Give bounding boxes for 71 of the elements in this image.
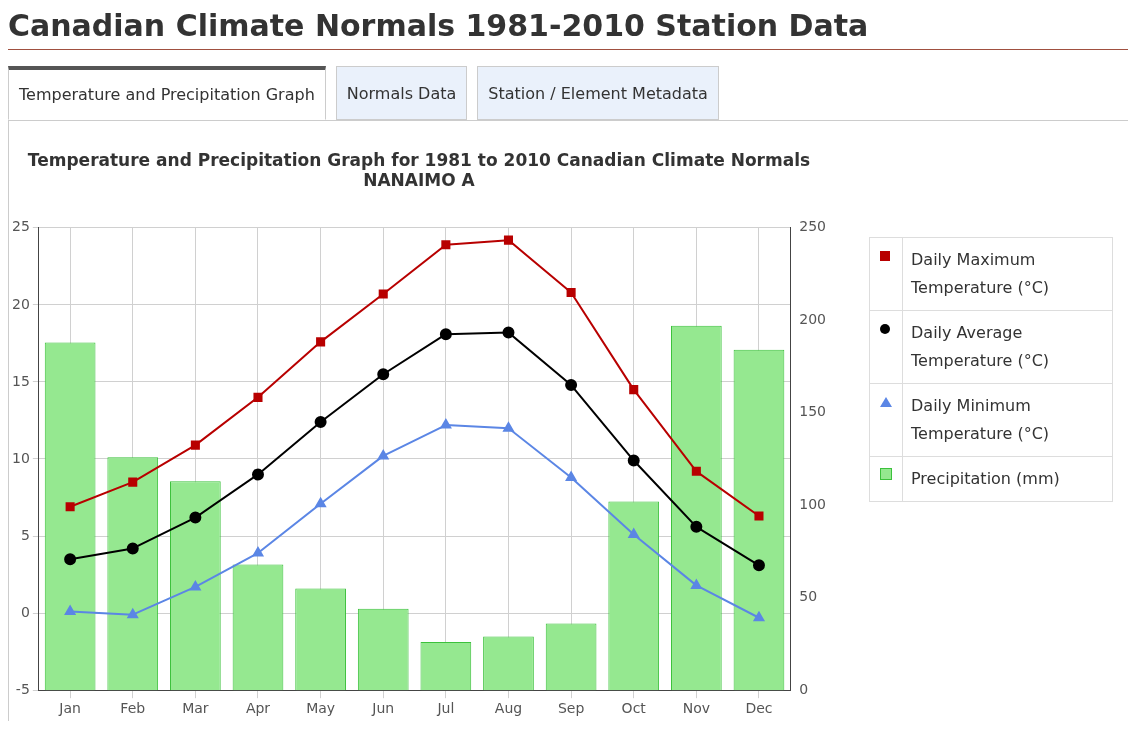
point: [314, 416, 327, 429]
point: [127, 608, 139, 619]
point: [627, 454, 640, 467]
point: [629, 385, 639, 395]
legend-label: Precipitation (mm): [910, 468, 1061, 490]
x-tick-label: Jun: [371, 700, 395, 717]
point: [753, 611, 765, 622]
point: [65, 502, 75, 512]
x-tick-label: Feb: [120, 700, 146, 717]
point: [315, 497, 326, 508]
point: [251, 468, 264, 481]
x-tick-label: Dec: [745, 700, 773, 717]
y-tick-label: 15: [11, 372, 30, 389]
chart-subtitle: NANAIMO A: [363, 170, 476, 191]
x-tick-label: Jul: [436, 700, 455, 717]
y-tick-label: 0: [20, 603, 30, 620]
point: [503, 235, 514, 245]
point: [189, 511, 202, 524]
legend-label: Daily Minimum Temperature (°C): [910, 395, 1051, 445]
point: [190, 580, 201, 591]
x-tick-label: Mar: [182, 700, 209, 717]
point: [502, 326, 515, 339]
point: [126, 542, 139, 555]
point: [628, 528, 640, 539]
point: [316, 337, 326, 347]
x-tick-label: Apr: [245, 700, 271, 717]
point: [752, 559, 765, 572]
point: [64, 605, 76, 616]
point: [128, 477, 138, 487]
point: [252, 547, 264, 557]
point: [565, 379, 578, 392]
text: Station / Element Metadata: [477, 66, 719, 120]
legend-label: Daily Maximum Temperature (°C): [910, 249, 1051, 299]
point: [691, 466, 701, 476]
legend-label: Daily Average Temperature (°C): [910, 322, 1051, 372]
point: [377, 368, 390, 381]
point: [503, 422, 514, 432]
point: [566, 288, 576, 298]
y2-tick-label: 0: [799, 680, 809, 697]
point: [754, 511, 764, 521]
y-tick-label: 20: [11, 295, 30, 312]
point: [690, 520, 703, 533]
text: Temperature and Precipitation Graph: [8, 66, 326, 120]
y-tick-label: 25: [11, 218, 30, 235]
point: [439, 328, 452, 341]
x-tick-label: Sep: [557, 700, 585, 717]
y2-tick-label: 200: [799, 310, 827, 327]
point: [253, 392, 263, 402]
point: [64, 553, 77, 566]
y2-tick-label: 250: [799, 218, 827, 235]
point: [377, 449, 389, 460]
y-tick-label: -5: [15, 680, 30, 697]
y-tick-label: 5: [20, 526, 30, 543]
point: [440, 419, 452, 429]
y2-tick-label: 100: [799, 495, 827, 512]
x-tick-label: Oct: [621, 700, 647, 717]
x-tick-label: Aug: [494, 700, 523, 717]
text: Normals Data: [335, 66, 468, 120]
y-tick-label: 10: [11, 449, 30, 466]
point: [565, 471, 577, 481]
point: [691, 579, 702, 589]
x-tick-label: Nov: [682, 700, 711, 717]
y2-tick-label: 150: [799, 403, 827, 420]
point: [190, 440, 200, 450]
x-tick-label: Jan: [58, 700, 81, 717]
point: [441, 240, 451, 250]
x-tick-label: May: [306, 700, 336, 717]
point: [378, 289, 388, 299]
chart-title: Temperature and Precipitation Graph for 1981 to 2010 Canadian Climate Normals: [27, 149, 811, 170]
text: Canadian Climate Normals 1981-2010 Station Data: [8, 8, 1128, 50]
y2-tick-label: 50: [799, 588, 818, 605]
